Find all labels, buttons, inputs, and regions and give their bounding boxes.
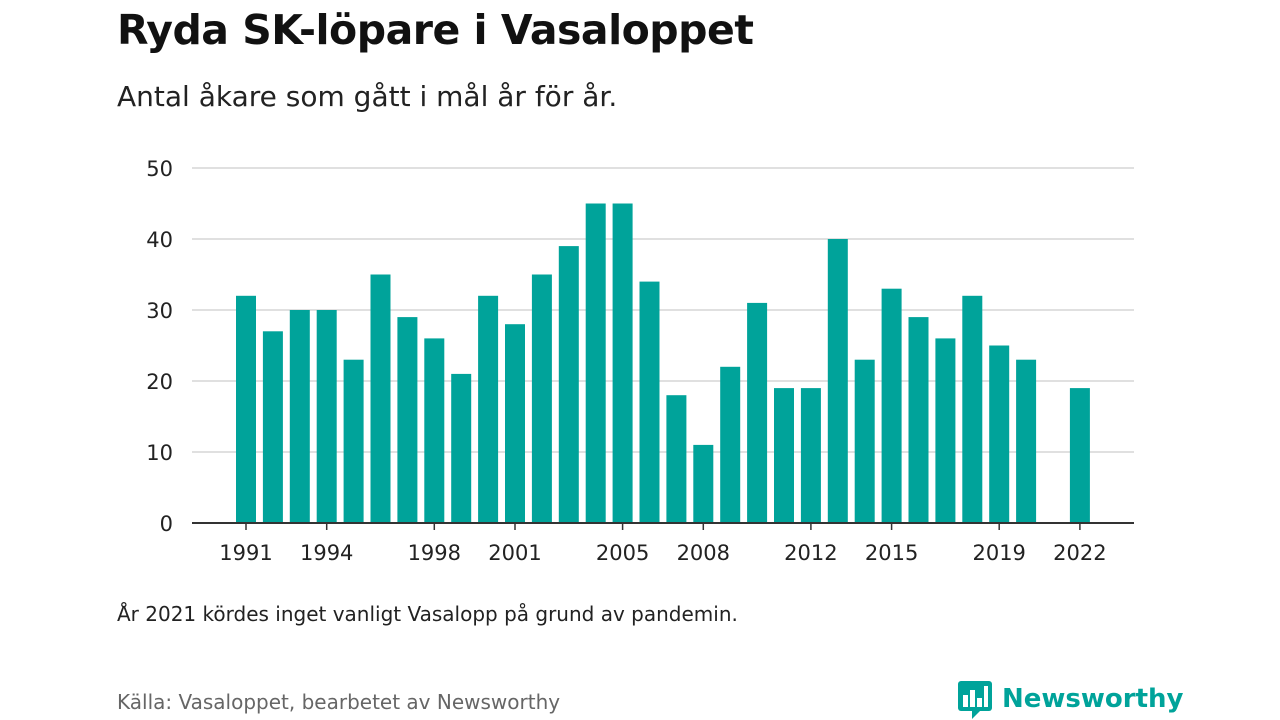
x-tick-label: 2005 (596, 541, 649, 565)
bar (370, 274, 391, 523)
bar (666, 395, 687, 523)
bar (1069, 388, 1090, 523)
bar (451, 373, 472, 523)
bar (693, 444, 714, 523)
bar (558, 246, 579, 523)
x-tick-label: 2019 (972, 541, 1025, 565)
bar (881, 288, 902, 523)
bar (236, 295, 256, 523)
x-tick-label: 2015 (865, 541, 918, 565)
bar (935, 338, 956, 523)
bar-chart: 0 10 20 30 40 50 1991 1994 1998 2001 2005 2008 2012 2… (146, 157, 1134, 565)
source-text: Källa: Vasaloppet, bearbetet av Newswort… (117, 690, 561, 714)
x-tick-label: 1994 (300, 541, 353, 565)
bar (612, 203, 633, 523)
chart-title: Ryda SK-löpare i Vasaloppet (117, 6, 754, 54)
bar (478, 295, 499, 523)
chart-subtitle: Antal åkare som gått i mål år för år. (117, 80, 618, 113)
bar (505, 324, 525, 523)
x-tick-label: 1998 (408, 541, 461, 565)
bar (289, 310, 310, 523)
x-tick-label: 2008 (677, 541, 730, 565)
y-tick-label: 0 (160, 512, 173, 536)
y-tick-label: 30 (146, 299, 173, 323)
bar (854, 359, 875, 523)
y-tick-label: 50 (146, 157, 173, 181)
bar (827, 239, 848, 523)
x-tick-label: 2022 (1053, 541, 1106, 565)
x-tick-label: 1991 (219, 541, 272, 565)
bar (908, 317, 929, 523)
bar (962, 295, 983, 523)
bar (989, 345, 1010, 523)
newsworthy-brand[interactable]: Newsworthy (958, 679, 1183, 719)
x-tick-label: 2012 (784, 541, 837, 565)
y-tick-label: 40 (146, 228, 173, 252)
bar (585, 203, 606, 523)
bar (531, 274, 552, 523)
y-tick-label: 20 (146, 370, 173, 394)
bar (262, 331, 283, 523)
bar (639, 281, 660, 523)
bar (397, 317, 418, 523)
bar (774, 388, 794, 523)
newsworthy-logo-icon (958, 681, 992, 719)
y-tick-label: 10 (146, 441, 173, 465)
bar (316, 310, 337, 523)
brand-name: Newsworthy (1002, 684, 1184, 714)
bar (747, 302, 768, 523)
bar (343, 359, 364, 523)
chart-note: År 2021 kördes inget vanligt Vasalopp på… (117, 602, 738, 626)
bar (1016, 359, 1037, 523)
bar (424, 338, 445, 523)
bar (800, 388, 821, 523)
bar (720, 366, 741, 523)
x-tick-label: 2001 (488, 541, 541, 565)
